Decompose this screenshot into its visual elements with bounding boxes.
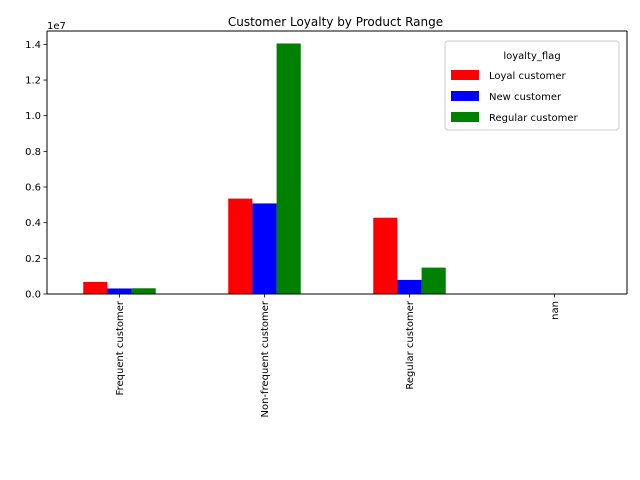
- bar: [276, 43, 301, 295]
- y-tick-label: 0.0: [25, 290, 41, 301]
- y-tick-label: 1.4: [25, 40, 41, 51]
- legend-swatch: [451, 70, 479, 80]
- bar: [421, 267, 446, 294]
- bar: [228, 198, 253, 294]
- plot-area: 0.0 0.2 0.4 0.6 0.8 1.0 1.2 1.4 Frequent custome…: [25, 30, 628, 417]
- y-tick-label: 0.2: [25, 254, 41, 265]
- x-tick-label: nan: [550, 301, 561, 320]
- legend-label: Loyal customer: [489, 71, 566, 82]
- legend-frame: [444, 40, 620, 131]
- y-tick-label: 1.2: [25, 76, 41, 87]
- bar: [83, 281, 108, 294]
- legend-title: loyalty_flag: [503, 51, 560, 62]
- legend-swatch: [451, 91, 479, 101]
- x-tick-label: Regular customer: [405, 300, 416, 390]
- legend-label: New customer: [489, 92, 562, 103]
- y-axis-offset-label: 1e7: [47, 21, 66, 32]
- legend: loyalty_flag Loyal customer New customer R…: [444, 40, 620, 131]
- legend-label: Regular customer: [489, 113, 579, 124]
- x-tick-label: Non-frequent customer: [260, 300, 271, 417]
- y-tick-label: 0.8: [25, 147, 41, 158]
- bar: [373, 217, 398, 294]
- x-tick-label: Frequent customer: [115, 300, 126, 395]
- bar: [252, 203, 277, 294]
- chart-title: Customer Loyalty by Product Range: [228, 15, 443, 29]
- y-tick-label: 0.4: [25, 218, 41, 229]
- bar: [107, 288, 132, 294]
- bar: [397, 279, 422, 294]
- y-tick-label: 1.0: [25, 111, 41, 122]
- bar: [131, 288, 156, 294]
- y-tick-label: 0.6: [25, 183, 41, 194]
- legend-swatch: [451, 112, 479, 122]
